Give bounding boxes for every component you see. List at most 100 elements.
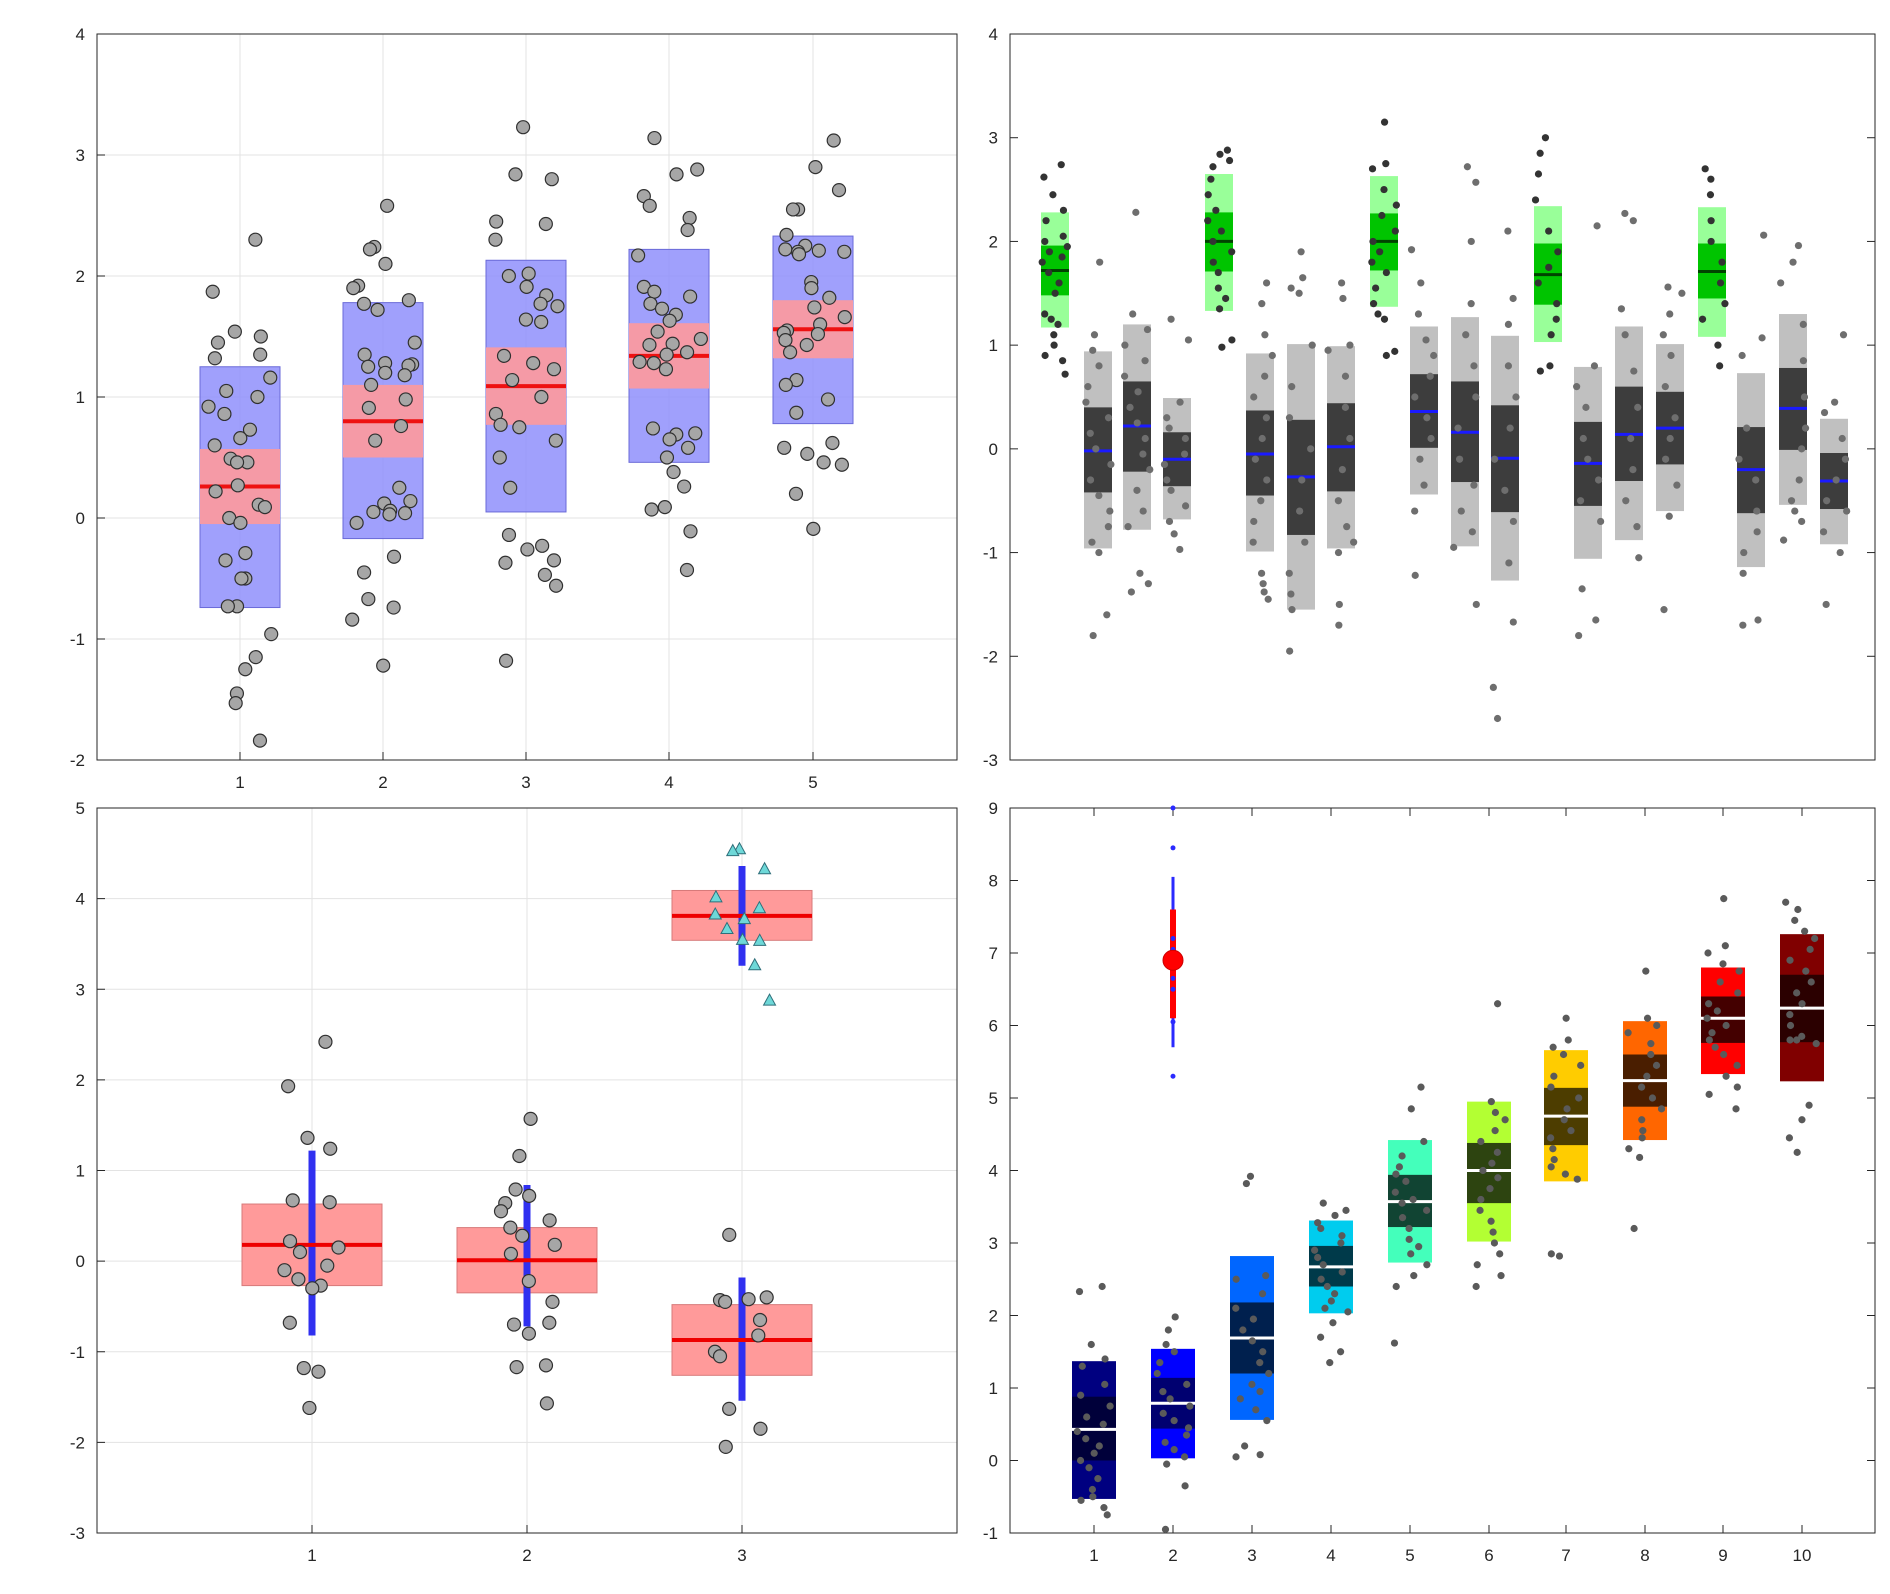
data-point <box>1562 1014 1570 1022</box>
data-point <box>1561 1170 1569 1178</box>
x-tick-label: 3 <box>1247 1546 1256 1565</box>
data-point <box>370 302 385 317</box>
data-point <box>1666 434 1674 443</box>
data-point <box>688 426 703 441</box>
data-point <box>233 515 248 530</box>
data-point <box>1285 414 1294 422</box>
data-point <box>1707 217 1715 225</box>
data-point <box>533 296 548 311</box>
data-point <box>654 301 670 316</box>
data-point <box>1249 538 1257 546</box>
data-point <box>1501 486 1509 494</box>
data-point <box>356 296 372 311</box>
data-point <box>1161 1525 1170 1533</box>
data-point <box>1735 967 1743 975</box>
data-point <box>1411 393 1419 401</box>
data-point <box>1262 279 1271 287</box>
x-tick-label: 8 <box>1640 1546 1649 1565</box>
data-point <box>542 1213 557 1228</box>
data-point <box>1337 1239 1345 1247</box>
data-point <box>1075 1287 1084 1296</box>
data-point <box>1250 393 1258 401</box>
data-point <box>811 243 826 258</box>
data-point <box>1314 1253 1322 1262</box>
data-point <box>1531 196 1540 204</box>
data-point <box>1261 331 1269 339</box>
data-point <box>1223 146 1232 154</box>
data-point <box>837 244 852 259</box>
data-point <box>1476 1206 1484 1214</box>
x-tick-label: 1 <box>235 773 244 792</box>
data-point <box>1317 1333 1325 1341</box>
data-point <box>658 362 674 377</box>
data-point <box>1346 434 1354 443</box>
data-point <box>302 1400 317 1416</box>
data-point <box>1629 466 1637 474</box>
data-point <box>834 457 849 472</box>
data-point <box>1153 1369 1161 1378</box>
y-tick-label: 8 <box>989 872 998 891</box>
data-point <box>1838 434 1846 443</box>
data-point <box>1256 1388 1264 1396</box>
data-point <box>488 232 503 247</box>
data-point <box>1126 403 1134 411</box>
data-point <box>1732 1105 1740 1113</box>
data-point <box>1090 1449 1098 1457</box>
data-point <box>680 440 696 455</box>
marker-dot <box>1170 845 1176 851</box>
data-point <box>753 1421 768 1436</box>
data-point <box>1334 548 1343 557</box>
data-point <box>305 1281 320 1296</box>
data-point <box>1630 367 1638 375</box>
data-point <box>1166 1395 1174 1403</box>
data-point <box>1575 631 1583 640</box>
data-point <box>320 1258 335 1273</box>
data-point <box>1450 543 1458 551</box>
data-point <box>1250 517 1258 526</box>
data-point <box>228 696 243 711</box>
data-point <box>263 370 278 385</box>
data-point <box>538 216 553 232</box>
data-point <box>318 1034 333 1049</box>
data-point <box>1089 1493 1097 1501</box>
data-point <box>1407 246 1416 254</box>
data-point <box>647 130 662 146</box>
data-point <box>1368 165 1377 173</box>
data-point <box>1398 1152 1406 1160</box>
data-point <box>1041 237 1049 246</box>
data-point <box>1716 279 1725 287</box>
data-point <box>1545 227 1553 235</box>
data-point <box>501 527 517 543</box>
data-point <box>523 1111 538 1126</box>
data-point <box>1417 1083 1425 1091</box>
data-point <box>1335 621 1343 629</box>
data-point <box>1793 1036 1801 1044</box>
data-point <box>548 433 563 448</box>
data-point <box>1248 1380 1256 1388</box>
data-point <box>1787 497 1796 505</box>
data-point <box>1786 1036 1794 1044</box>
data-point <box>1753 528 1761 536</box>
data-point <box>677 479 692 494</box>
data-point <box>1076 1456 1085 1465</box>
data-point <box>1633 523 1641 531</box>
data-point <box>1786 1021 1795 1030</box>
data-point <box>1095 1442 1103 1450</box>
data-point <box>516 120 531 135</box>
data-point <box>292 1244 308 1260</box>
data-point <box>346 281 361 296</box>
data-point <box>1257 497 1265 505</box>
data-point <box>1261 372 1269 380</box>
data-point <box>1563 1105 1571 1113</box>
data-point <box>1705 1090 1713 1098</box>
data-point <box>205 284 220 299</box>
data-point <box>1246 1172 1255 1180</box>
data-point <box>1624 1029 1632 1037</box>
data-point <box>1058 253 1066 261</box>
marker-dot <box>1170 1073 1176 1079</box>
data-point <box>238 662 253 677</box>
y-tick-label: 3 <box>76 146 85 165</box>
x-tick-label: 10 <box>1793 1546 1812 1565</box>
data-point <box>1045 248 1054 256</box>
data-point <box>1107 460 1115 469</box>
